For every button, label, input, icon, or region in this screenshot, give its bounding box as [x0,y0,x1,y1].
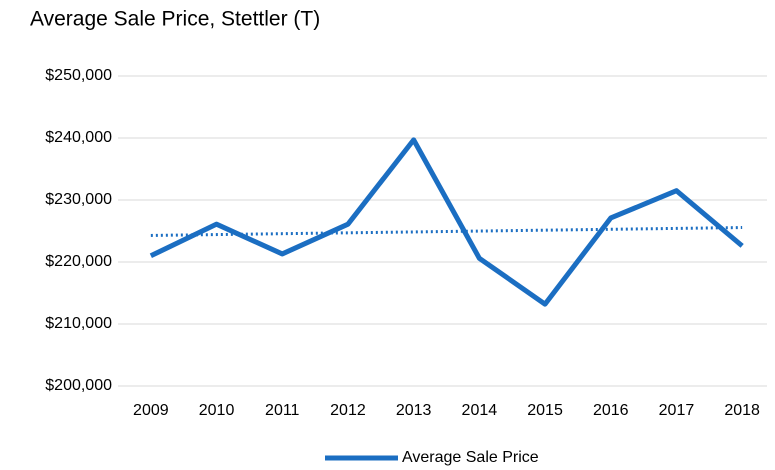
chart-title: Average Sale Price, Stettler (T) [30,8,320,31]
y-tick-label: $220,000 [45,253,112,270]
x-tick-label: 2016 [593,402,629,419]
x-tick-label: 2011 [265,402,300,419]
x-tick-label: 2010 [199,402,235,419]
y-tick-label: $200,000 [45,377,112,394]
x-tick-label: 2013 [396,402,432,419]
x-tick-label: 2018 [724,402,760,419]
y-tick-label: $250,000 [45,67,112,84]
y-tick-label: $230,000 [45,191,112,208]
y-tick-label: $240,000 [45,129,112,146]
line-series [149,137,744,307]
legend-label: Average Sale Price [402,449,539,466]
x-tick-label: 2009 [133,402,169,419]
x-tick-label: 2015 [527,402,563,419]
trendline [150,226,743,237]
x-tick-label: 2012 [330,402,366,419]
x-tick-label: 2014 [462,402,498,419]
x-tick-label: 2017 [659,402,695,419]
y-tick-label: $210,000 [45,315,112,332]
